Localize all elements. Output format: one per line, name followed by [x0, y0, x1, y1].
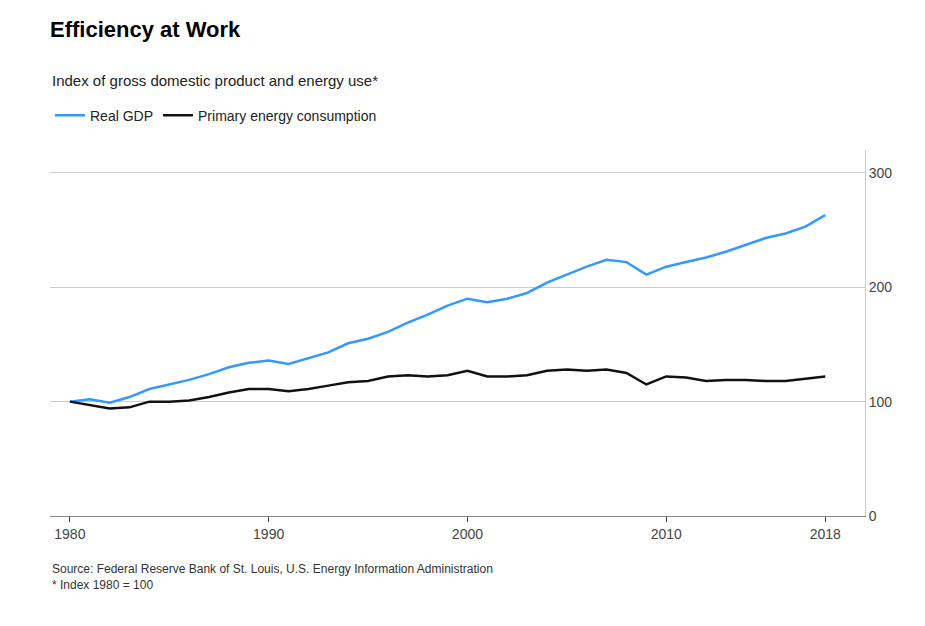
svg-text:0: 0 [869, 508, 877, 524]
svg-text:1990: 1990 [253, 526, 284, 542]
svg-text:Index of gross domestic produc: Index of gross domestic product and ener… [52, 72, 378, 89]
svg-text:300: 300 [869, 165, 893, 181]
svg-text:1980: 1980 [54, 526, 85, 542]
svg-text:2010: 2010 [651, 526, 682, 542]
svg-text:Real GDP: Real GDP [90, 108, 153, 124]
svg-text:Efficiency at Work: Efficiency at Work [50, 17, 241, 42]
svg-text:100: 100 [869, 394, 893, 410]
svg-text:Source: Federal Reserve Bank o: Source: Federal Reserve Bank of St. Loui… [52, 562, 493, 592]
svg-text:2018: 2018 [810, 526, 841, 542]
svg-text:Primary energy consumption: Primary energy consumption [198, 108, 376, 124]
svg-text:200: 200 [869, 279, 893, 295]
svg-text:2000: 2000 [452, 526, 483, 542]
